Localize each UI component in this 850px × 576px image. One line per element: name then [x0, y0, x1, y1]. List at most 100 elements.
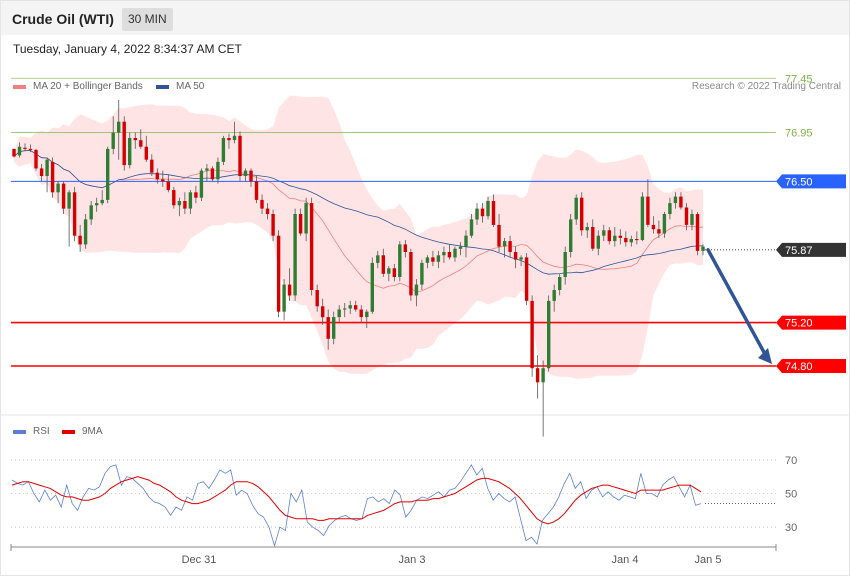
candle-body: [298, 214, 303, 234]
candle: [387, 266, 391, 282]
rsi-9ma-line: [11, 476, 702, 525]
candle: [276, 230, 281, 318]
candle: [34, 148, 38, 171]
candle-body: [111, 132, 115, 149]
candle-body: [150, 159, 154, 173]
candle-body: [486, 201, 490, 217]
candle: [249, 168, 253, 187]
x-tick-label-jan-4: Jan 4: [612, 554, 639, 566]
candle: [530, 295, 534, 377]
candle-body: [679, 196, 683, 208]
candle: [618, 229, 622, 245]
candle: [161, 170, 165, 187]
candle: [563, 246, 567, 285]
candle-body: [591, 227, 595, 249]
candle: [640, 192, 645, 242]
timeframe-button[interactable]: 30 MIN: [122, 8, 173, 31]
candlestick-layer: [12, 100, 705, 437]
legend-ma20: MA 20 + Bollinger Bands: [13, 81, 143, 92]
forecast-arrow-shaft: [706, 248, 768, 358]
candle-body: [194, 192, 198, 198]
candle: [486, 196, 490, 220]
candle-body: [464, 235, 468, 247]
candle-body: [304, 203, 308, 234]
candle-body: [563, 252, 567, 277]
rsi-tick-label-50: 50: [785, 489, 797, 501]
candle: [624, 231, 628, 247]
candle: [12, 148, 16, 158]
candle-body: [387, 268, 391, 274]
candle: [695, 211, 700, 256]
candle: [651, 216, 656, 234]
candle-body: [249, 170, 253, 182]
candle-body: [133, 138, 137, 141]
target-label-76.95: 76.95: [785, 128, 813, 140]
candle: [409, 248, 413, 301]
candle-body: [210, 168, 215, 180]
candle: [657, 220, 661, 238]
candle-body: [83, 219, 88, 245]
candle-body: [629, 239, 633, 243]
candle: [613, 227, 617, 247]
x-tick-label-jan-3: Jan 3: [399, 554, 426, 566]
candle-body: [260, 199, 264, 209]
candle-body: [39, 168, 44, 176]
candle: [61, 181, 66, 214]
candle: [150, 154, 154, 176]
candle: [629, 235, 633, 247]
candle-body: [332, 317, 336, 339]
last-price-tag: [776, 242, 846, 257]
candle: [420, 259, 424, 290]
candle-body: [701, 246, 705, 251]
candle: [535, 355, 540, 399]
candle: [475, 203, 479, 225]
candle: [205, 164, 209, 182]
candle-body: [519, 257, 523, 260]
candle-body: [541, 368, 545, 383]
x-tick-label-jan-5: Jan 5: [695, 554, 722, 566]
candle-body: [50, 161, 55, 193]
candle-body: [651, 224, 656, 230]
candle-body: [95, 203, 99, 206]
candle: [243, 168, 248, 182]
candle-body: [695, 214, 700, 251]
candle: [221, 135, 226, 166]
candle-body: [585, 227, 589, 231]
candle-body: [238, 135, 242, 176]
candle: [607, 227, 611, 245]
candle: [210, 166, 215, 182]
forecast-arrow-head: [758, 348, 772, 364]
candle-body: [376, 255, 380, 263]
candle-body: [282, 284, 286, 312]
candle: [398, 241, 402, 282]
candle-body: [370, 262, 374, 312]
candle-body: [618, 235, 622, 238]
forecast-arrow-layer: [706, 248, 772, 364]
candle: [315, 284, 319, 312]
candle-body: [684, 207, 689, 225]
candle: [392, 263, 396, 282]
candle: [673, 192, 678, 209]
candle: [117, 100, 121, 160]
candle: [635, 231, 639, 245]
rsi-legend-label: RSI: [33, 426, 50, 437]
candle-body: [28, 148, 33, 150]
candle-body: [458, 246, 463, 249]
candle-body: [276, 235, 281, 312]
candle: [106, 146, 110, 204]
candle: [591, 219, 595, 251]
candle-body: [480, 208, 485, 217]
candle: [309, 197, 314, 296]
candle: [502, 237, 507, 258]
support-label-74.80: 74.80: [785, 361, 813, 373]
candle: [216, 157, 220, 184]
candle: [111, 116, 115, 155]
candle-body: [613, 235, 617, 242]
candle-body: [442, 252, 446, 256]
candle-body: [403, 244, 407, 252]
candle: [558, 273, 562, 296]
candle-body: [607, 230, 611, 242]
price-level-layer: 77.45 76.95 76.50 75.87 75.20 74.80: [11, 73, 846, 373]
support-tag-75.20: [776, 315, 846, 330]
